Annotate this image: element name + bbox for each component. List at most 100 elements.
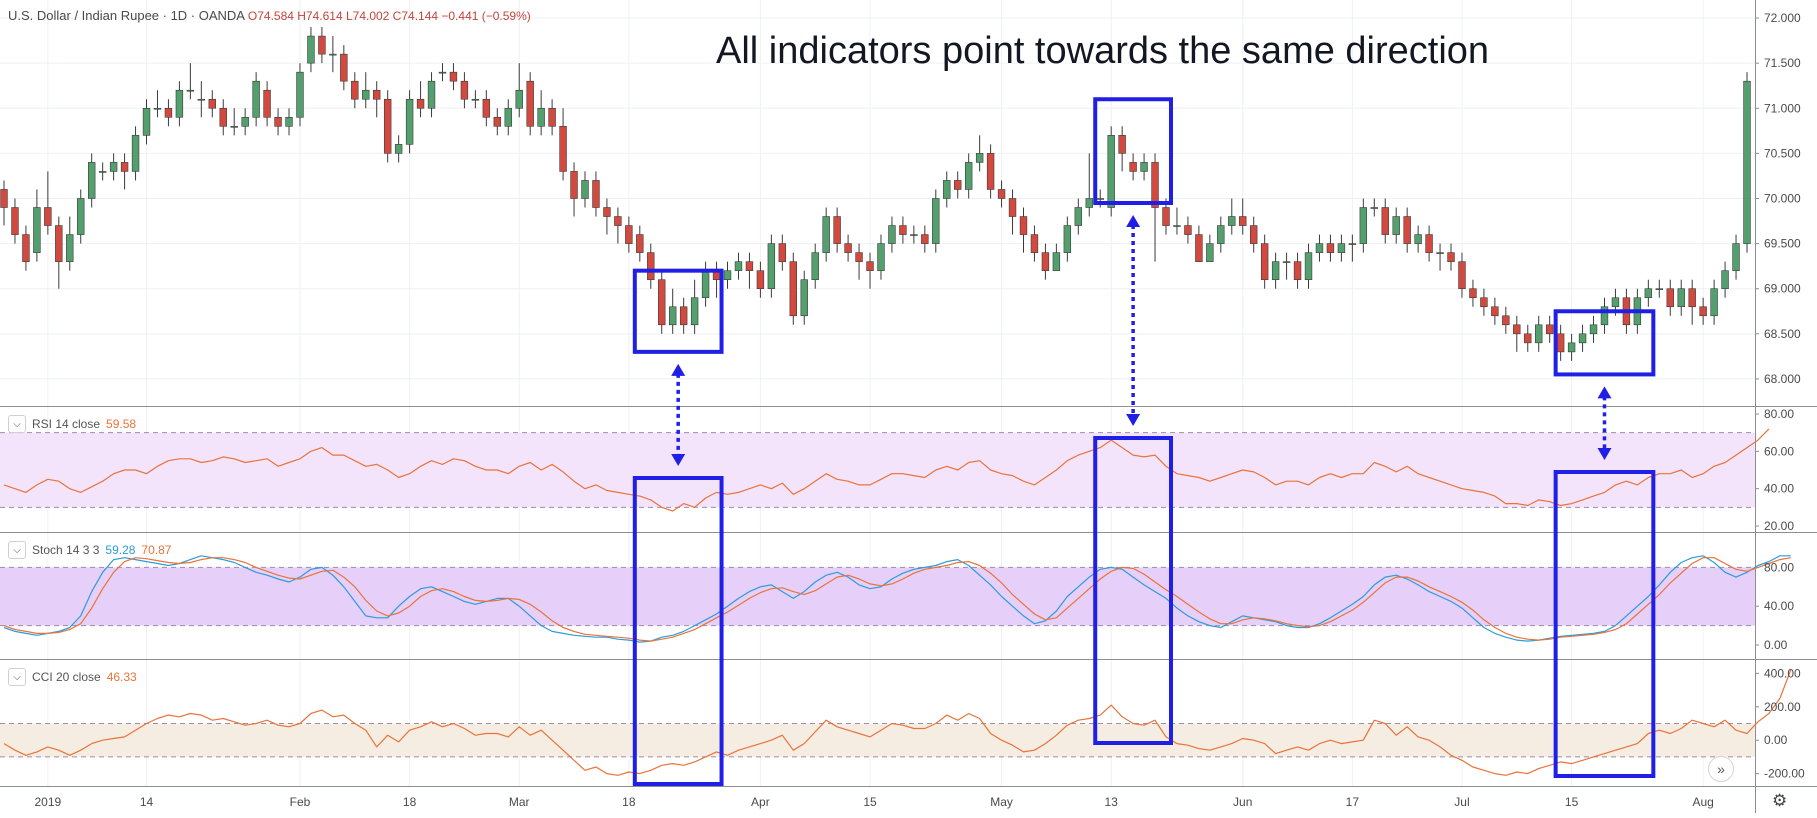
candle-down bbox=[1666, 288, 1674, 308]
candle-down bbox=[789, 261, 797, 317]
candle-up bbox=[153, 107, 162, 110]
candle-up bbox=[1370, 207, 1378, 209]
rsi-axis-label: 60.00 bbox=[1764, 444, 1794, 458]
candle-down bbox=[1293, 261, 1302, 280]
candle-up bbox=[1304, 252, 1313, 280]
candle-up bbox=[943, 180, 951, 199]
candle-down bbox=[1184, 225, 1192, 235]
price-axis-label: 70.500 bbox=[1764, 146, 1801, 160]
chevron-down-icon[interactable]: ⌵ bbox=[8, 541, 26, 559]
candle-up bbox=[975, 153, 984, 163]
candle-up bbox=[1611, 297, 1620, 308]
candle-up bbox=[1710, 288, 1718, 317]
candle-up bbox=[1567, 342, 1576, 353]
candle-down bbox=[1480, 297, 1488, 308]
cci-line bbox=[3, 669, 1792, 776]
indicator-highlight-box bbox=[1093, 436, 1174, 745]
rsi-band bbox=[0, 432, 1755, 508]
indicator-highlight-box bbox=[632, 476, 724, 786]
candle-down bbox=[1381, 207, 1389, 235]
candle-up bbox=[1140, 162, 1148, 172]
candle-down bbox=[1326, 243, 1335, 253]
chevron-down-icon[interactable]: ⌵ bbox=[8, 415, 26, 433]
candle-up bbox=[1359, 207, 1368, 244]
candle-up bbox=[1578, 333, 1587, 344]
candle-down bbox=[1699, 306, 1707, 317]
stoch-legend-value-d: 70.87 bbox=[141, 543, 172, 557]
candle-up bbox=[1644, 288, 1653, 299]
cci-legend-value: 46.33 bbox=[106, 670, 137, 684]
gear-icon[interactable]: ⚙ bbox=[1772, 791, 1788, 810]
time-axis-label: 2019 bbox=[34, 795, 61, 809]
candle-down bbox=[263, 89, 271, 118]
candle-up bbox=[98, 171, 107, 173]
candle-up bbox=[515, 89, 523, 109]
candle-up bbox=[1414, 234, 1422, 244]
cci-band bbox=[0, 723, 1755, 757]
indicator-highlight-box bbox=[1553, 470, 1656, 778]
rsi-legend-name: RSI 14 close bbox=[32, 417, 101, 431]
candle-down bbox=[866, 261, 874, 271]
candle-up bbox=[427, 80, 436, 109]
candle-down bbox=[416, 98, 425, 109]
rsi-axis-label: 20.00 bbox=[1764, 519, 1794, 533]
symbol-title[interactable]: U.S. Dollar / Indian Rupee · 1D · OANDA bbox=[8, 8, 245, 23]
candle-up bbox=[285, 116, 293, 127]
stoch-axis-label: 40.00 bbox=[1764, 599, 1794, 613]
candle-down bbox=[1403, 216, 1411, 244]
candle-up bbox=[1052, 252, 1061, 271]
candle-up bbox=[504, 107, 512, 127]
rsi-axis-label: 40.00 bbox=[1764, 482, 1794, 496]
time-axis-label: 18 bbox=[403, 795, 417, 809]
time-axis-label: Aug bbox=[1692, 795, 1713, 809]
stoch-axis-label: 0.00 bbox=[1764, 638, 1788, 652]
arrow-down-icon bbox=[1597, 448, 1612, 460]
candle-down bbox=[592, 180, 600, 208]
candle-down bbox=[1524, 333, 1532, 344]
scroll-to-realtime-button[interactable]: » bbox=[1708, 756, 1734, 782]
candle-down bbox=[1491, 306, 1499, 317]
candle-down bbox=[1688, 288, 1696, 308]
arrow-down-icon bbox=[1126, 414, 1141, 426]
time-axis-label: 15 bbox=[863, 795, 877, 809]
candles bbox=[0, 27, 1751, 361]
candle-down bbox=[460, 80, 469, 100]
candle-up bbox=[362, 89, 370, 100]
time-axis-label: Feb bbox=[290, 795, 311, 809]
candle-up bbox=[1063, 225, 1072, 253]
candle-up bbox=[1337, 243, 1346, 253]
candle-down bbox=[1195, 234, 1203, 262]
candle-up bbox=[1589, 324, 1598, 335]
candle-up bbox=[581, 180, 589, 199]
cci-axis-label: -200.00 bbox=[1764, 767, 1805, 781]
stoch-d-line bbox=[3, 557, 1791, 642]
arrow-up-icon bbox=[671, 363, 686, 376]
candle-up bbox=[964, 162, 973, 190]
candle-down bbox=[120, 162, 129, 172]
candle-down bbox=[1447, 252, 1455, 262]
chevron-down-icon[interactable]: ⌵ bbox=[8, 668, 26, 686]
candle-up bbox=[296, 71, 304, 118]
candle-down bbox=[1458, 261, 1466, 290]
candle-up bbox=[142, 107, 151, 136]
candle-up bbox=[932, 198, 940, 244]
time-axis-label: Mar bbox=[509, 795, 530, 809]
candle-up bbox=[131, 135, 140, 172]
candle-down bbox=[679, 306, 688, 326]
candle-up bbox=[1732, 243, 1740, 271]
candle-down bbox=[1469, 288, 1477, 299]
candle-up bbox=[1721, 270, 1729, 290]
candle-down bbox=[986, 153, 995, 190]
candle-up bbox=[888, 225, 896, 244]
cci-axis-label: 0.00 bbox=[1764, 733, 1788, 747]
candle-down bbox=[1019, 216, 1028, 235]
cci-legend: ⌵ CCI 20 close 46.33 bbox=[8, 667, 137, 687]
highlight-annotations bbox=[632, 97, 1656, 786]
candle-up bbox=[175, 89, 184, 118]
candle-up bbox=[1107, 135, 1115, 208]
candle-up bbox=[1217, 225, 1225, 244]
candle-up bbox=[910, 234, 918, 236]
price-highlight-box bbox=[1093, 97, 1174, 205]
time-axis-label: 18 bbox=[622, 795, 636, 809]
